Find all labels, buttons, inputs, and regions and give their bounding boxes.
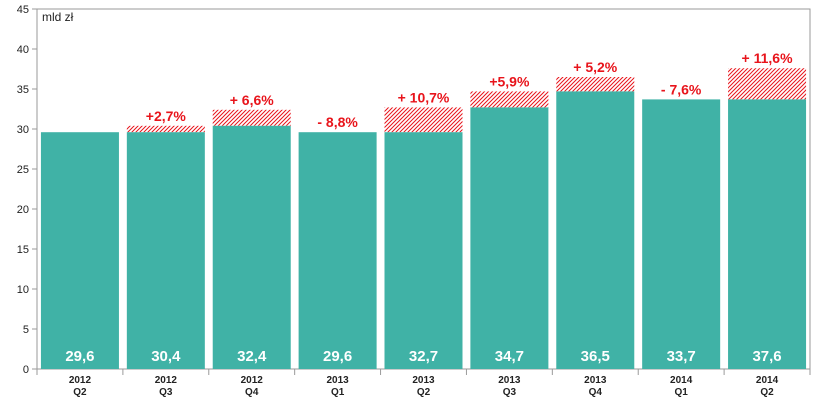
x-tick-label-quarter: Q2 <box>73 387 87 398</box>
x-tick-label-year: 2013 <box>498 375 521 386</box>
data-label: 33,7 <box>667 348 696 365</box>
x-tick-label-quarter: Q3 <box>159 387 173 398</box>
bar <box>384 132 463 369</box>
increase-segment <box>384 107 463 133</box>
x-tick-label-year: 2012 <box>155 375 178 386</box>
increase-segment <box>728 68 807 100</box>
data-label: 29,6 <box>65 348 94 365</box>
y-tick-label: 10 <box>17 284 29 296</box>
increase-segment <box>556 77 635 92</box>
data-label: 34,7 <box>495 348 524 365</box>
y-tick-label: 45 <box>17 4 29 16</box>
data-label: 37,6 <box>752 348 781 365</box>
data-label: 29,6 <box>323 348 352 365</box>
data-label: 30,4 <box>151 348 181 365</box>
bar <box>298 132 377 369</box>
y-tick-label: 30 <box>17 124 29 136</box>
y-tick-label: 15 <box>17 244 29 256</box>
x-tick-label-year: 2013 <box>326 375 349 386</box>
change-label: + 5,2% <box>573 59 618 75</box>
x-tick-label-quarter: Q1 <box>674 387 688 398</box>
bar <box>556 91 635 370</box>
x-tick-label-quarter: Q4 <box>589 387 603 398</box>
x-tick-label-year: 2012 <box>241 375 264 386</box>
x-tick-label-year: 2014 <box>756 375 779 386</box>
change-label: +2,7% <box>146 108 187 124</box>
x-tick-label-year: 2012 <box>69 375 92 386</box>
bar <box>642 99 721 370</box>
bar <box>40 132 119 369</box>
change-label: - 7,6% <box>661 81 702 97</box>
increase-segment <box>126 125 205 133</box>
x-tick-label-quarter: Q2 <box>417 387 431 398</box>
plot-area: 05101520253035404529,62012Q230,4+2,7%201… <box>17 4 811 398</box>
y-tick-label: 20 <box>17 204 29 216</box>
x-tick-label-year: 2014 <box>670 375 693 386</box>
increase-segment <box>470 91 549 108</box>
x-tick-label-year: 2013 <box>584 375 607 386</box>
data-label: 32,7 <box>409 348 438 365</box>
bar <box>470 107 549 370</box>
change-label: +5,9% <box>489 73 530 89</box>
change-label: + 6,6% <box>230 92 275 108</box>
x-tick-label-quarter: Q4 <box>245 387 259 398</box>
bar <box>212 125 291 369</box>
y-tick-label: 0 <box>23 364 29 376</box>
bar <box>728 99 807 370</box>
x-tick-label-quarter: Q3 <box>503 387 517 398</box>
change-label: + 10,7% <box>398 89 450 105</box>
data-label: 36,5 <box>581 348 610 365</box>
y-tick-label: 35 <box>17 84 29 96</box>
x-tick-label-quarter: Q2 <box>760 387 774 398</box>
unit-label: mld zł <box>42 10 74 24</box>
data-label: 32,4 <box>237 348 267 365</box>
x-tick-label-quarter: Q1 <box>331 387 345 398</box>
y-tick-label: 5 <box>23 324 29 336</box>
y-tick-label: 25 <box>17 164 29 176</box>
y-tick-label: 40 <box>17 44 29 56</box>
change-label: - 8,8% <box>317 114 358 130</box>
bar <box>126 132 205 369</box>
change-label: + 11,6% <box>742 50 794 66</box>
increase-segment <box>212 109 291 126</box>
x-tick-label-year: 2013 <box>412 375 435 386</box>
